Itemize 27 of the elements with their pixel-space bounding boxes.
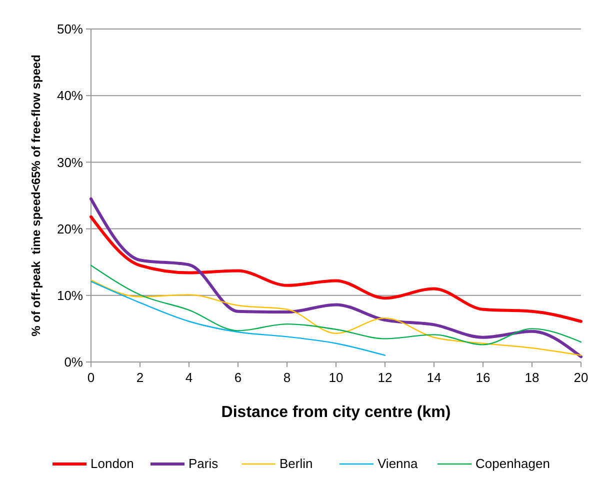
line-series [90, 197, 582, 358]
legend-label: Paris [188, 456, 219, 471]
x-tick-label: 4 [185, 370, 193, 385]
y-tick-label: 30% [56, 154, 84, 170]
y-axis-title: % of off-peak time speed<65% of free-flow speed [29, 54, 43, 336]
legend-label: Berlin [280, 456, 313, 471]
y-tick-label: 40% [56, 88, 84, 104]
x-tick-label: 20 [574, 370, 588, 385]
x-tick-label: 6 [234, 370, 242, 385]
x-tick-label: 8 [283, 370, 291, 385]
x-tick-label: 2 [136, 370, 144, 385]
line-series [90, 280, 386, 356]
x-axis-title: Distance from city centre (km) [221, 404, 451, 421]
y-tick-label: 50% [56, 22, 84, 37]
x-tick-label: 14 [426, 370, 442, 385]
x-tick-label: 10 [328, 370, 344, 385]
y-tick-label: 20% [56, 221, 84, 236]
x-tick-label: 0 [87, 370, 95, 385]
legend-label: Copenhagen [476, 456, 550, 471]
y-tick-label: 10% [56, 288, 84, 303]
x-tick-label: 16 [476, 370, 490, 385]
x-tick-label: 12 [378, 370, 392, 385]
y-tick-label: 0% [64, 354, 84, 370]
legend-label: London [90, 456, 134, 471]
legend-label: Vienna [378, 456, 419, 471]
line-series [90, 215, 582, 323]
x-tick-label: 18 [524, 370, 540, 385]
